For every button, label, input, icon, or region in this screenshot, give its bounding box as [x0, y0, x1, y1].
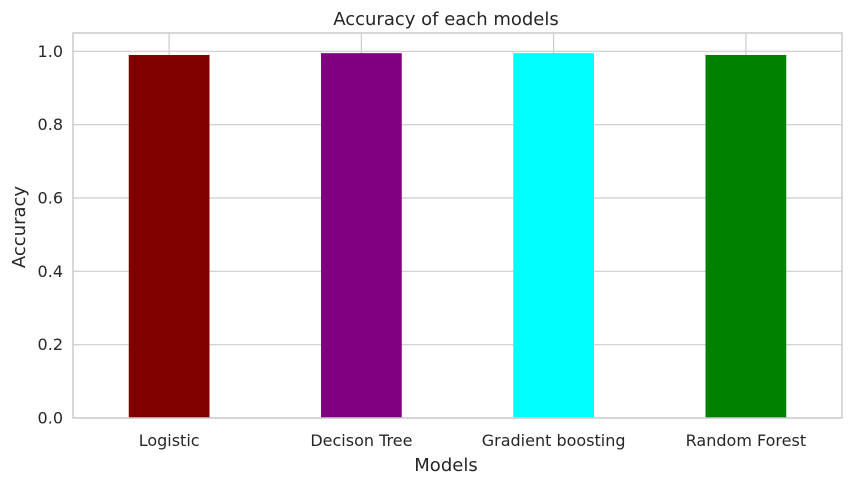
tick-labels: 0.0 0.2 0.4 0.6 0.8 1.0 Logistic Decison Tree Gr…: [38, 42, 807, 450]
y-axis-title: Accuracy: [9, 186, 30, 269]
x-tick-label: Random Forest: [686, 431, 806, 450]
plot-frame: [72, 32, 843, 419]
bar-decison-tree: [321, 53, 402, 419]
y-tick-label: 0.4: [38, 262, 63, 281]
y-tick-label: 1.0: [38, 42, 63, 61]
x-axis-title: Models: [414, 455, 477, 476]
bar-gradient-boosting: [513, 53, 594, 419]
y-tick-label: 0.8: [38, 115, 63, 134]
chart-title: Accuracy of each models: [333, 9, 559, 30]
bars: [128, 53, 787, 419]
x-tick-label: Logistic: [139, 431, 200, 450]
x-tick-label: Decison Tree: [310, 431, 412, 450]
axes: [72, 32, 843, 419]
y-tick-label: 0.0: [38, 409, 63, 428]
y-tick-label: 0.2: [38, 335, 63, 354]
y-tick-label: 0.6: [38, 189, 63, 208]
bar-random-forest: [705, 55, 787, 418]
bar-logistic: [128, 55, 210, 418]
x-tick-label: Gradient boosting: [482, 431, 626, 450]
